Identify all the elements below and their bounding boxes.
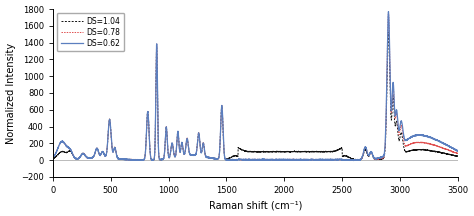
DS=0.62 <box>314 159 319 161</box>
Line: DS=1.04: DS=1.04 <box>54 32 458 160</box>
DS=1.04 <box>386 31 392 33</box>
DS=1.04 <box>125 158 130 160</box>
Legend: DS=1.04, DS=0.78, DS=0.62: DS=1.04, DS=0.78, DS=0.62 <box>57 13 124 51</box>
DS=0.62 <box>125 158 130 161</box>
X-axis label: Raman shift (cm⁻¹): Raman shift (cm⁻¹) <box>209 200 302 210</box>
DS=1.04 <box>353 159 358 161</box>
DS=1.04 <box>314 150 319 152</box>
DS=0.62 <box>455 150 461 152</box>
DS=0.62 <box>351 159 356 162</box>
Y-axis label: Normalized Intensity: Normalized Intensity <box>6 42 16 143</box>
DS=1.04 <box>206 156 211 159</box>
DS=1.04 <box>293 150 299 153</box>
DS=0.62 <box>51 155 57 158</box>
DS=1.04 <box>455 155 461 158</box>
DS=0.78 <box>125 158 130 161</box>
DS=0.62 <box>206 156 211 159</box>
DS=0.78 <box>383 114 389 116</box>
DS=0.78 <box>206 156 211 159</box>
DS=0.78 <box>353 158 358 161</box>
DS=0.78 <box>314 159 319 161</box>
DS=0.78 <box>293 159 299 161</box>
Line: DS=0.62: DS=0.62 <box>54 12 458 160</box>
DS=1.04 <box>383 120 389 122</box>
DS=1.04 <box>51 157 57 160</box>
DS=0.62 <box>353 159 358 161</box>
DS=0.78 <box>136 159 142 162</box>
DS=0.78 <box>386 12 392 15</box>
Line: DS=0.78: DS=0.78 <box>54 13 458 160</box>
DS=0.62 <box>386 10 392 13</box>
DS=1.04 <box>137 159 143 162</box>
DS=0.62 <box>293 158 299 161</box>
DS=0.78 <box>455 152 461 155</box>
DS=0.62 <box>383 113 389 115</box>
DS=0.78 <box>51 155 57 158</box>
